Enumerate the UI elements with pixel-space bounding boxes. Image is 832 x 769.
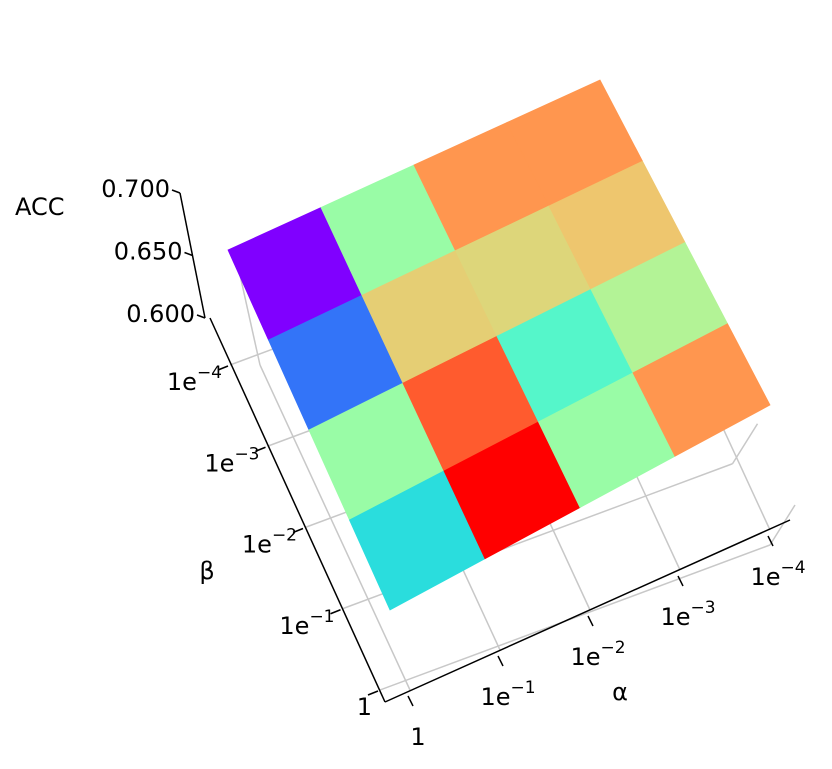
y-tick-label: 1e−2 [242, 526, 297, 559]
x-tick-label: 1e−3 [660, 598, 715, 631]
z-tick-label: 0.700 [101, 175, 170, 203]
z-axis-label: ACC [15, 193, 65, 221]
grid-line [259, 364, 411, 691]
y-tick-label: 1e−3 [204, 444, 259, 477]
tick-mark [184, 251, 193, 257]
tick-mark [217, 365, 229, 371]
grid-line [379, 544, 771, 691]
grid-line [769, 504, 796, 546]
y-tick-label: 1 [357, 693, 372, 721]
tick-mark [171, 189, 181, 194]
surface-face [632, 323, 771, 457]
tick-mark [407, 695, 414, 707]
tick-mark [255, 446, 266, 452]
tick-mark [767, 535, 774, 547]
x-tick-label: 1e−2 [570, 638, 625, 671]
tick-mark [330, 609, 341, 615]
y-tick-label: 1e−1 [279, 607, 334, 640]
x-tick-label: 1 [410, 723, 425, 751]
tick-mark [292, 527, 304, 534]
tick-mark [367, 690, 379, 696]
tick-mark [497, 655, 504, 667]
x-tick-label: 1e−4 [750, 558, 805, 591]
tick-mark [587, 615, 594, 627]
x-axis-label: α [612, 678, 628, 706]
z-tick-label: 0.650 [114, 238, 183, 266]
tick-mark [677, 575, 684, 587]
y-axis-label: β [199, 557, 214, 585]
x-tick-label: 1e−1 [480, 678, 535, 711]
axis-line [209, 317, 386, 703]
tick-mark [196, 314, 206, 319]
y-tick-label: 1e−4 [167, 363, 222, 396]
axis-line [384, 519, 791, 703]
z-tick-label: 0.600 [126, 300, 195, 328]
grid-line [731, 423, 759, 465]
